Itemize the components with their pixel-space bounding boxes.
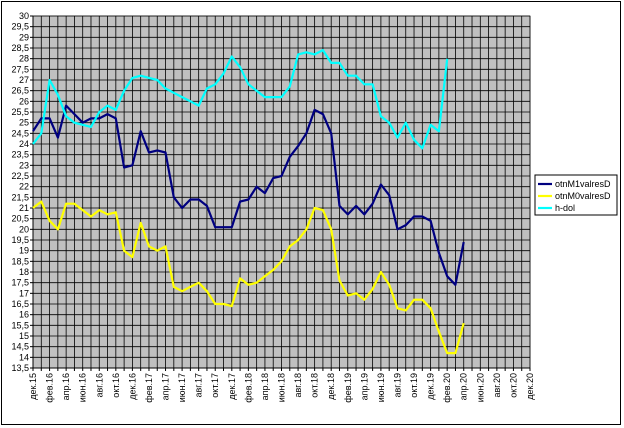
y-tick-label: 27 [19, 75, 29, 85]
x-tick-label: авг.18 [293, 373, 303, 397]
y-tick-label: 16 [19, 310, 29, 320]
y-tick-label: 22 [19, 182, 29, 192]
y-tick-label: 28,5 [11, 43, 29, 53]
x-tick-label: дек.15 [28, 373, 38, 400]
y-tick-label: 21,5 [11, 192, 29, 202]
x-tick-label: дек.20 [525, 373, 535, 400]
x-tick-label: окт.19 [409, 373, 419, 398]
x-tick-label: июн.17 [177, 373, 187, 402]
legend-label-h-dol: h-dol [555, 203, 575, 213]
y-tick-label: 26 [19, 96, 29, 106]
y-tick-label: 30 [19, 11, 29, 21]
y-tick-label: 29,5 [11, 22, 29, 32]
x-tick-label: дек.17 [227, 373, 237, 400]
y-tick-label: 23,5 [11, 150, 29, 160]
y-tick-label: 28 [19, 54, 29, 64]
x-tick-label: окт.17 [210, 373, 220, 398]
x-tick-label: июн.20 [475, 373, 485, 402]
y-tick-label: 18,5 [11, 256, 29, 266]
x-tick-label: апр.17 [161, 373, 171, 400]
x-tick-label: окт.20 [508, 373, 518, 398]
legend-label-otnM1valresD: otnM1valresD [555, 179, 611, 189]
y-tick-label: 17,5 [11, 278, 29, 288]
x-tick-label: июн.18 [277, 373, 287, 402]
x-tick-label: апр.18 [260, 373, 270, 400]
y-tick-label: 29 [19, 32, 29, 42]
x-tick-label: авг.17 [194, 373, 204, 397]
x-tick-label: окт.16 [111, 373, 121, 398]
y-tick-label: 15 [19, 331, 29, 341]
y-tick-label: 27,5 [11, 64, 29, 74]
y-tick-label: 17 [19, 288, 29, 298]
x-tick-label: авг.19 [392, 373, 402, 397]
x-tick-label: дек.18 [326, 373, 336, 400]
x-tick-label: авг.16 [94, 373, 104, 397]
y-tick-label: 20 [19, 224, 29, 234]
x-tick-label: дек.16 [127, 373, 137, 400]
y-tick-label: 23 [19, 160, 29, 170]
y-tick-label: 21 [19, 203, 29, 213]
x-tick-label: июн.16 [78, 373, 88, 402]
y-tick-label: 16,5 [11, 299, 29, 309]
y-tick-label: 24,5 [11, 128, 29, 138]
y-tick-label: 26,5 [11, 86, 29, 96]
y-tick-label: 22,5 [11, 171, 29, 181]
x-tick-label: апр.20 [459, 373, 469, 400]
x-tick-label: фев.19 [343, 373, 353, 403]
series-line-otnM1valresD [32, 104, 465, 286]
y-tick-label: 18 [19, 267, 29, 277]
y-tick-label: 19,5 [11, 235, 29, 245]
y-tick-label: 14 [19, 352, 29, 362]
y-tick-label: 25 [19, 118, 29, 128]
x-tick-label: авг.20 [492, 373, 502, 397]
x-tick-label: дек.19 [426, 373, 436, 400]
x-tick-label: фев.17 [144, 373, 154, 403]
x-tick-label: июн.19 [376, 373, 386, 402]
y-tick-label: 13,5 [11, 363, 29, 373]
y-tick-label: 19 [19, 246, 29, 256]
x-tick-label: апр.16 [61, 373, 71, 400]
x-tick-label: фев.18 [243, 373, 253, 403]
y-tick-label: 25,5 [11, 107, 29, 117]
series-line-h-dol [32, 48, 449, 150]
y-tick-label: 24 [19, 139, 29, 149]
y-tick-label: 15,5 [11, 320, 29, 330]
x-tick-label: фев.20 [442, 373, 452, 403]
y-tick-label: 14,5 [11, 342, 29, 352]
legend-label-otnM0valresD: otnM0valresD [555, 191, 611, 201]
series-line-otnM0valresD [32, 200, 465, 355]
x-tick-label: апр.19 [359, 373, 369, 400]
x-tick-label: окт.18 [310, 373, 320, 398]
x-tick-label: фев.16 [45, 373, 55, 403]
y-tick-label: 20,5 [11, 214, 29, 224]
